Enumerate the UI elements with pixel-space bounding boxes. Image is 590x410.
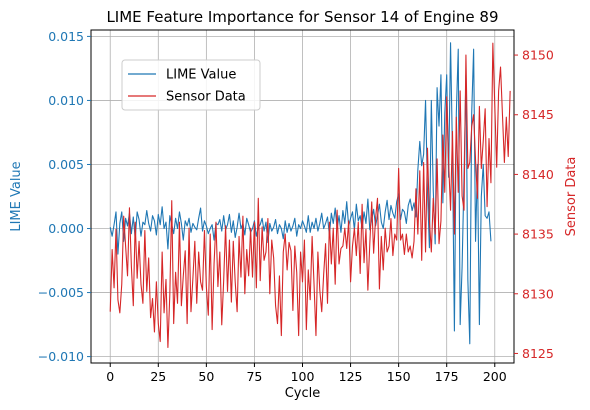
y-left-tick-label: −0.010 [38,349,84,364]
x-axis: 0 25 50 75 100 125 150 175 200 [106,363,507,384]
x-tick-label: 25 [150,369,166,384]
legend-box [121,59,261,111]
x-tick-label: 100 [291,369,315,384]
x-tick-label: 200 [483,369,507,384]
y-left-tick-label: −0.005 [38,285,84,300]
y-right-tick-label: 8125 [522,346,554,361]
x-tick-label: 150 [387,369,411,384]
y-right-tick-label: 8135 [522,227,554,242]
x-tick-label: 175 [435,369,459,384]
y-left-tick-label: 0.000 [48,221,84,236]
legend-label-sensor-data: Sensor Data [166,90,246,105]
series-lines [109,42,511,349]
y-right-tick-label: 8150 [522,48,554,63]
y-axis-right: 8125 8130 8135 8140 8145 8150 [514,48,554,361]
x-tick-label: 75 [246,369,262,384]
legend: LIME Value Sensor Data [121,59,261,111]
y-right-tick-label: 8145 [522,107,554,122]
chart-title: LIME Feature Importance for Sensor 14 of… [106,8,498,26]
y-right-tick-label: 8140 [522,167,554,182]
y-left-tick-label: 0.015 [48,29,84,44]
y-left-tick-label: 0.005 [48,157,84,172]
x-tick-label: 50 [198,369,214,384]
x-axis-title: Cycle [285,386,321,401]
y-axis-left: −0.010 −0.005 0.000 0.005 0.010 0.015 [38,29,91,364]
x-tick-label: 125 [339,369,363,384]
y-left-tick-label: 0.010 [48,93,84,108]
x-tick-label: 0 [106,369,114,384]
y-axis-left-title: LIME Value [9,161,24,231]
y-axis-right-title: Sensor Data [564,157,579,237]
series-line-lime-value [109,42,492,345]
series-line-sensor-data [109,42,511,349]
y-right-tick-label: 8130 [522,286,554,301]
legend-label-lime-value: LIME Value [166,68,236,83]
